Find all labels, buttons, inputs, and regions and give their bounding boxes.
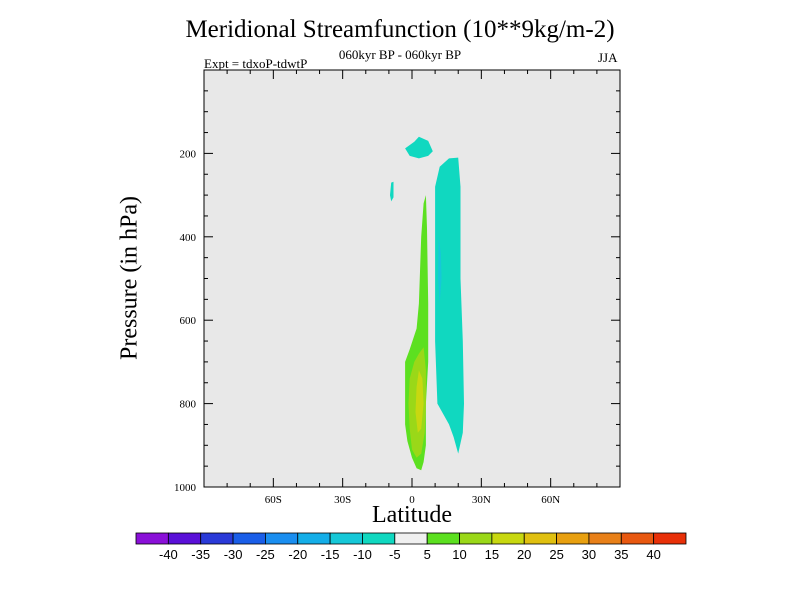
y-tick-label: 800 xyxy=(180,399,197,411)
contour-region xyxy=(435,157,464,454)
chart-subtitle: 060kyr BP - 060kyr BP xyxy=(338,47,462,62)
x-axis: 60S 30S 0 30N 60N xyxy=(226,70,598,506)
x-tick-label: 30S xyxy=(334,494,351,506)
x-tick-label: 0 xyxy=(409,494,415,506)
colorbar-label: 35 xyxy=(614,547,628,562)
colorbar-label: 10 xyxy=(452,547,466,562)
colorbar-swatch xyxy=(620,532,655,545)
colorbar-swatch xyxy=(297,532,331,545)
colorbar-label: 30 xyxy=(582,547,596,562)
y-tick-label: 600 xyxy=(180,315,197,327)
colorbar-label: -20 xyxy=(288,547,307,562)
contour-region xyxy=(390,181,394,202)
colorbar-swatch xyxy=(135,532,169,545)
contour-region xyxy=(415,370,424,433)
colorbar-swatch xyxy=(167,532,202,545)
y-axis: 200 400 600 800 1000 xyxy=(174,90,620,494)
colorbar-label: -35 xyxy=(191,547,210,562)
colorbar-label: -25 xyxy=(256,547,275,562)
colorbar-swatch xyxy=(265,532,299,545)
colorbar-swatch xyxy=(459,532,493,545)
colorbar-swatch xyxy=(588,532,622,545)
colorbar-swatch xyxy=(491,532,525,545)
y-tick-label: 400 xyxy=(180,232,197,244)
colorbar-swatch xyxy=(394,532,428,545)
colorbar-label: -10 xyxy=(353,547,372,562)
contour-layer xyxy=(390,136,464,471)
colorbar-label: 20 xyxy=(517,547,531,562)
colorbar-swatch xyxy=(426,532,460,545)
y-tick-label: 1000 xyxy=(174,482,197,494)
colorbar-label: 40 xyxy=(646,547,660,562)
contour-region xyxy=(438,236,442,304)
x-tick-label: 60N xyxy=(541,494,560,506)
colorbar: -40 -35 -30 -25 -20 -15 -10 -5 5 10 15 20 25 30 35 40 xyxy=(135,532,687,562)
colorbar-label: 15 xyxy=(485,547,499,562)
season-label: JJA xyxy=(598,50,618,65)
colorbar-swatch xyxy=(653,532,687,545)
chart-title: Meridional Streamfunction (10**9kg/m-2) xyxy=(185,16,615,43)
colorbar-label: -15 xyxy=(321,547,340,562)
x-axis-label: Latitude xyxy=(372,502,452,528)
colorbar-swatch xyxy=(362,532,396,545)
colorbar-swatch xyxy=(200,532,234,545)
colorbar-swatch xyxy=(523,532,557,545)
colorbar-label: 25 xyxy=(549,547,563,562)
colorbar-swatch xyxy=(329,532,363,545)
colorbar-label: 5 xyxy=(424,547,431,562)
x-tick-label: 30N xyxy=(472,494,491,506)
colorbar-label: -30 xyxy=(224,547,243,562)
y-tick-label: 200 xyxy=(180,148,197,160)
colorbar-label: -5 xyxy=(389,547,401,562)
colorbar-swatch xyxy=(232,532,266,545)
colorbar-label: -40 xyxy=(159,547,178,562)
x-tick-label: 60S xyxy=(265,494,282,506)
contour-region xyxy=(405,136,433,159)
colorbar-swatch xyxy=(556,532,590,545)
experiment-label: Expt = tdxoP-tdwtP xyxy=(204,56,308,71)
